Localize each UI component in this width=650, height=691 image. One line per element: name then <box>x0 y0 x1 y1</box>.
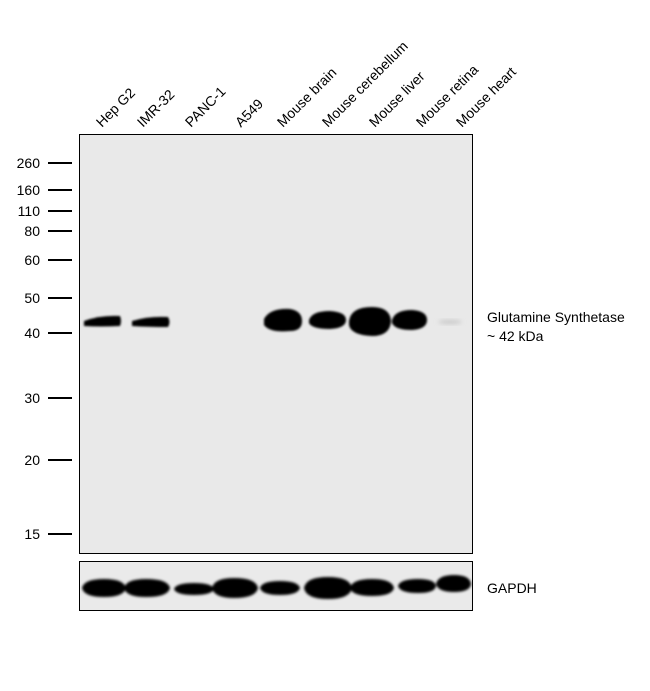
lane-label-imr-32: IMR-32 <box>133 86 178 130</box>
mw-label-30: 30 <box>24 390 40 406</box>
mw-tick-30 <box>48 397 72 399</box>
mw-tick-40 <box>48 332 72 334</box>
gapdh-band-imr-32 <box>124 579 170 597</box>
gapdh-blot-panel <box>79 561 473 611</box>
gapdh-band-hep-g2 <box>82 579 126 597</box>
mw-tick-110 <box>48 210 72 212</box>
gapdh-band-a549 <box>212 578 258 598</box>
target-name-label: Glutamine Synthetase <box>487 309 625 325</box>
mw-tick-260 <box>48 162 72 164</box>
loading-control-label: GAPDH <box>487 580 537 596</box>
band-mouse-heart <box>438 320 462 324</box>
mw-label-40: 40 <box>24 325 40 341</box>
mw-label-260: 260 <box>16 155 40 171</box>
band-hep-g2 <box>84 315 121 327</box>
mw-tick-80 <box>48 230 72 232</box>
main-blot-bands <box>84 307 462 336</box>
mw-label-110: 110 <box>17 203 40 219</box>
lane-label-mouse-cerebellum: Mouse cerebellum <box>318 37 411 130</box>
gapdh-band-mouse-brain <box>260 581 300 595</box>
gapdh-band-mouse-cerebellum <box>304 577 352 599</box>
mw-label-60: 60 <box>24 252 40 268</box>
target-size-label: ~ 42 kDa <box>487 328 544 344</box>
mw-label-50: 50 <box>24 290 40 306</box>
gapdh-blot-bands <box>82 575 471 599</box>
mw-tick-20 <box>48 459 72 461</box>
band-mouse-brain <box>264 308 302 332</box>
mw-tick-160 <box>48 189 72 191</box>
gapdh-band-mouse-retina <box>398 579 436 593</box>
mw-tick-50 <box>48 297 72 299</box>
lane-label-a549: A549 <box>231 95 267 130</box>
mw-label-15: 15 <box>24 526 40 542</box>
band-mouse-cerebellum <box>309 311 346 329</box>
mw-label-80: 80 <box>24 223 40 239</box>
lane-label-panc-1: PANC-1 <box>181 83 229 130</box>
band-mouse-liver <box>349 307 391 336</box>
mw-tick-15 <box>48 533 72 535</box>
gapdh-band-mouse-liver <box>350 579 394 596</box>
mw-tick-60 <box>48 259 72 261</box>
mw-label-160: 160 <box>16 182 40 198</box>
gapdh-band-panc-1 <box>174 583 214 595</box>
main-blot-panel <box>79 134 473 554</box>
band-mouse-retina <box>392 310 427 330</box>
gapdh-band-mouse-heart <box>436 575 471 592</box>
lane-label-hep-g2: Hep G2 <box>92 84 139 130</box>
mw-label-20: 20 <box>24 452 40 468</box>
band-imr-32 <box>132 316 170 327</box>
